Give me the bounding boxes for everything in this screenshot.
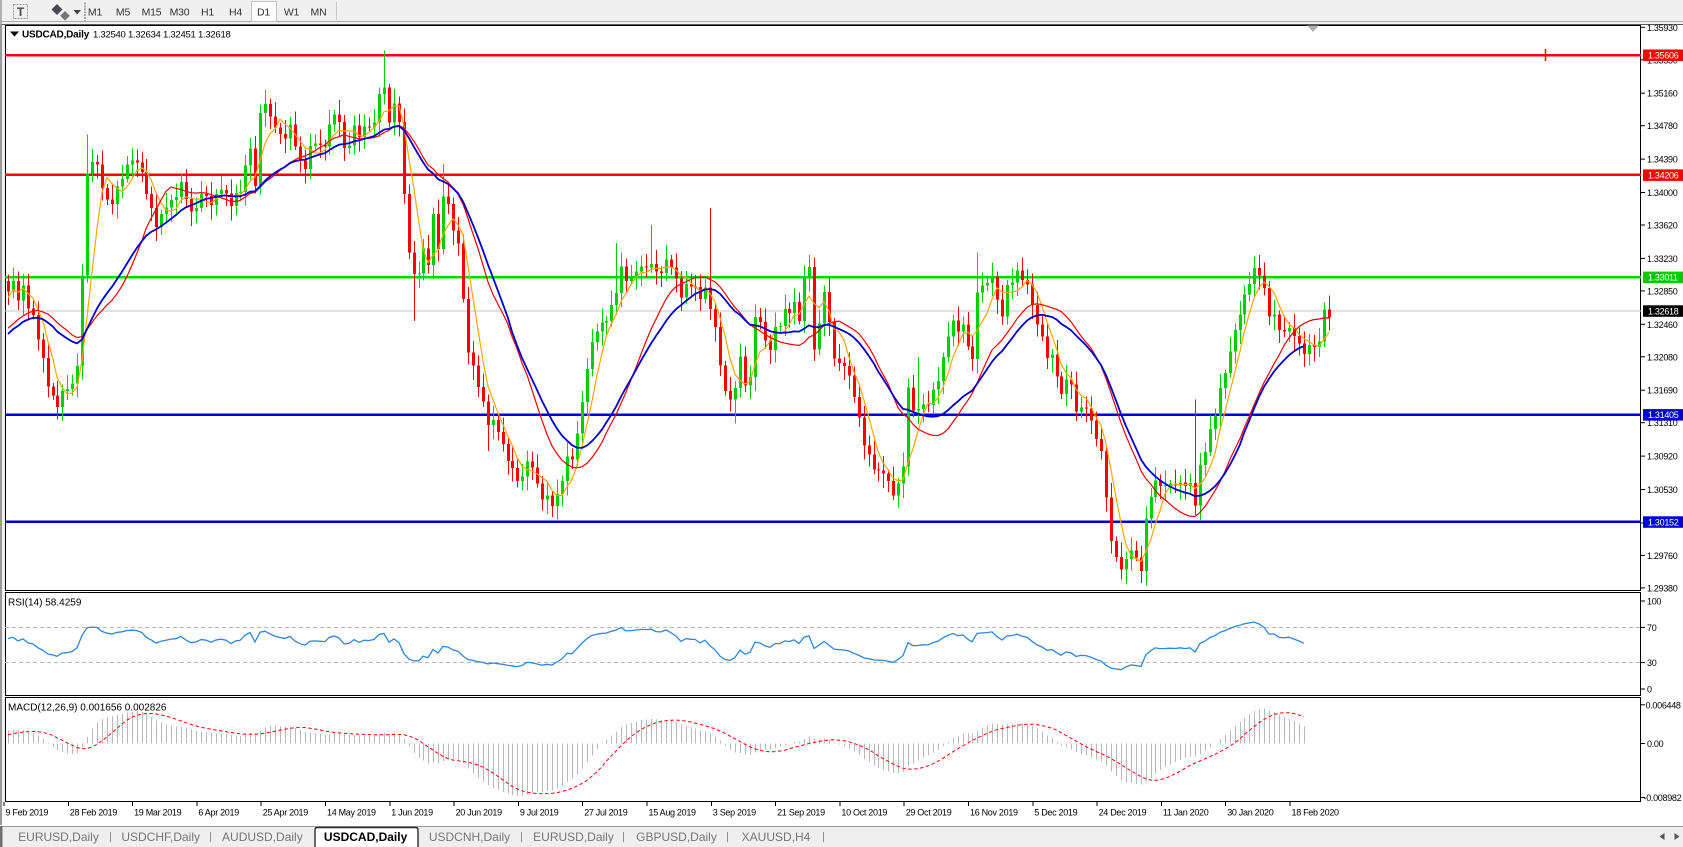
svg-text:9 Feb 2019: 9 Feb 2019 [6, 808, 49, 818]
svg-text:USDCAD,Daily: USDCAD,Daily [22, 30, 90, 41]
svg-text:1 Jun 2019: 1 Jun 2019 [391, 808, 433, 818]
svg-text:20 Jun 2019: 20 Jun 2019 [456, 808, 503, 818]
svg-text:1.35606: 1.35606 [1648, 51, 1679, 61]
svg-text:1.31310: 1.31310 [1647, 418, 1678, 428]
svg-text:1.30920: 1.30920 [1647, 452, 1678, 462]
svg-text:70: 70 [1647, 623, 1657, 633]
svg-text:1.29380: 1.29380 [1647, 583, 1678, 593]
svg-text:1.30530: 1.30530 [1647, 485, 1678, 495]
svg-text:100: 100 [1647, 597, 1661, 607]
svg-text:18 Feb 2020: 18 Feb 2020 [1292, 808, 1340, 818]
svg-text:15 Aug 2019: 15 Aug 2019 [649, 808, 697, 818]
svg-text:0.006448: 0.006448 [1646, 700, 1681, 710]
svg-text:27 Jul 2019: 27 Jul 2019 [584, 808, 628, 818]
svg-text:USDCNH,Daily: USDCNH,Daily [429, 830, 510, 844]
svg-text:W1: W1 [284, 7, 300, 19]
svg-text:1.34000: 1.34000 [1647, 188, 1678, 198]
svg-text:D1: D1 [257, 7, 270, 19]
svg-text:1.30152: 1.30152 [1648, 517, 1679, 527]
svg-text:MACD(12,26,9) 0.001656 0.00282: MACD(12,26,9) 0.001656 0.002826 [8, 703, 167, 714]
svg-text:1.32540 1.32634 1.32451 1.3261: 1.32540 1.32634 1.32451 1.32618 [93, 30, 231, 41]
svg-text:5 Dec 2019: 5 Dec 2019 [1034, 808, 1077, 818]
svg-text:1.31690: 1.31690 [1647, 386, 1678, 396]
svg-text:30: 30 [1647, 658, 1657, 668]
svg-text:1.33620: 1.33620 [1647, 221, 1678, 231]
svg-text:24 Dec 2019: 24 Dec 2019 [1099, 808, 1147, 818]
svg-text:0.00: 0.00 [1647, 739, 1664, 749]
svg-text:9 Jul 2019: 9 Jul 2019 [520, 808, 559, 818]
svg-text:3 Sep 2019: 3 Sep 2019 [713, 808, 756, 818]
svg-text:1.31405: 1.31405 [1648, 410, 1679, 420]
svg-text:MN: MN [311, 7, 327, 19]
svg-text:EURUSD,Daily: EURUSD,Daily [533, 830, 614, 844]
svg-text:EURUSD,Daily: EURUSD,Daily [18, 830, 99, 844]
svg-text:M30: M30 [170, 7, 190, 19]
svg-text:-0.008982: -0.008982 [1644, 793, 1682, 803]
svg-text:1.33011: 1.33011 [1648, 273, 1678, 283]
svg-text:1.34780: 1.34780 [1647, 121, 1678, 131]
svg-text:6 Apr 2019: 6 Apr 2019 [198, 808, 239, 818]
svg-text:16 Nov 2019: 16 Nov 2019 [970, 808, 1018, 818]
svg-text:GBPUSD,Daily: GBPUSD,Daily [636, 830, 717, 844]
svg-text:1.35930: 1.35930 [1647, 23, 1678, 33]
svg-text:21 Sep 2019: 21 Sep 2019 [777, 808, 825, 818]
svg-text:1.29760: 1.29760 [1647, 551, 1678, 561]
svg-text:T: T [17, 5, 25, 19]
svg-text:RSI(14) 58.4259: RSI(14) 58.4259 [8, 598, 82, 609]
svg-text:1.32618: 1.32618 [1648, 306, 1679, 316]
svg-text:0: 0 [1647, 685, 1652, 695]
svg-text:1.32460: 1.32460 [1647, 320, 1678, 330]
svg-text:XAUUSD,H4: XAUUSD,H4 [742, 830, 811, 844]
svg-text:H4: H4 [229, 7, 242, 19]
svg-text:M5: M5 [116, 7, 131, 19]
svg-text:28 Feb 2019: 28 Feb 2019 [70, 808, 118, 818]
svg-text:1.33230: 1.33230 [1647, 254, 1678, 264]
svg-text:1.32850: 1.32850 [1647, 286, 1678, 296]
svg-text:M15: M15 [142, 7, 162, 19]
svg-text:1.32080: 1.32080 [1647, 352, 1678, 362]
svg-text:11 Jan 2020: 11 Jan 2020 [1163, 808, 1209, 818]
svg-text:1.34206: 1.34206 [1648, 170, 1679, 180]
svg-text:USDCHF,Daily: USDCHF,Daily [121, 830, 200, 844]
svg-text:14 May 2019: 14 May 2019 [327, 808, 376, 818]
svg-text:AUDUSD,Daily: AUDUSD,Daily [222, 830, 303, 844]
svg-text:29 Oct 2019: 29 Oct 2019 [906, 808, 952, 818]
svg-text:10 Oct 2019: 10 Oct 2019 [841, 808, 887, 818]
svg-text:25 Apr 2019: 25 Apr 2019 [263, 808, 309, 818]
svg-text:M1: M1 [88, 7, 103, 19]
svg-text:30 Jan 2020: 30 Jan 2020 [1227, 808, 1274, 818]
svg-text:USDCAD,Daily: USDCAD,Daily [324, 830, 408, 844]
svg-text:1.35160: 1.35160 [1647, 89, 1678, 99]
svg-text:19 Mar 2019: 19 Mar 2019 [134, 808, 182, 818]
svg-text:H1: H1 [201, 7, 214, 19]
svg-text:1.34390: 1.34390 [1647, 155, 1678, 165]
